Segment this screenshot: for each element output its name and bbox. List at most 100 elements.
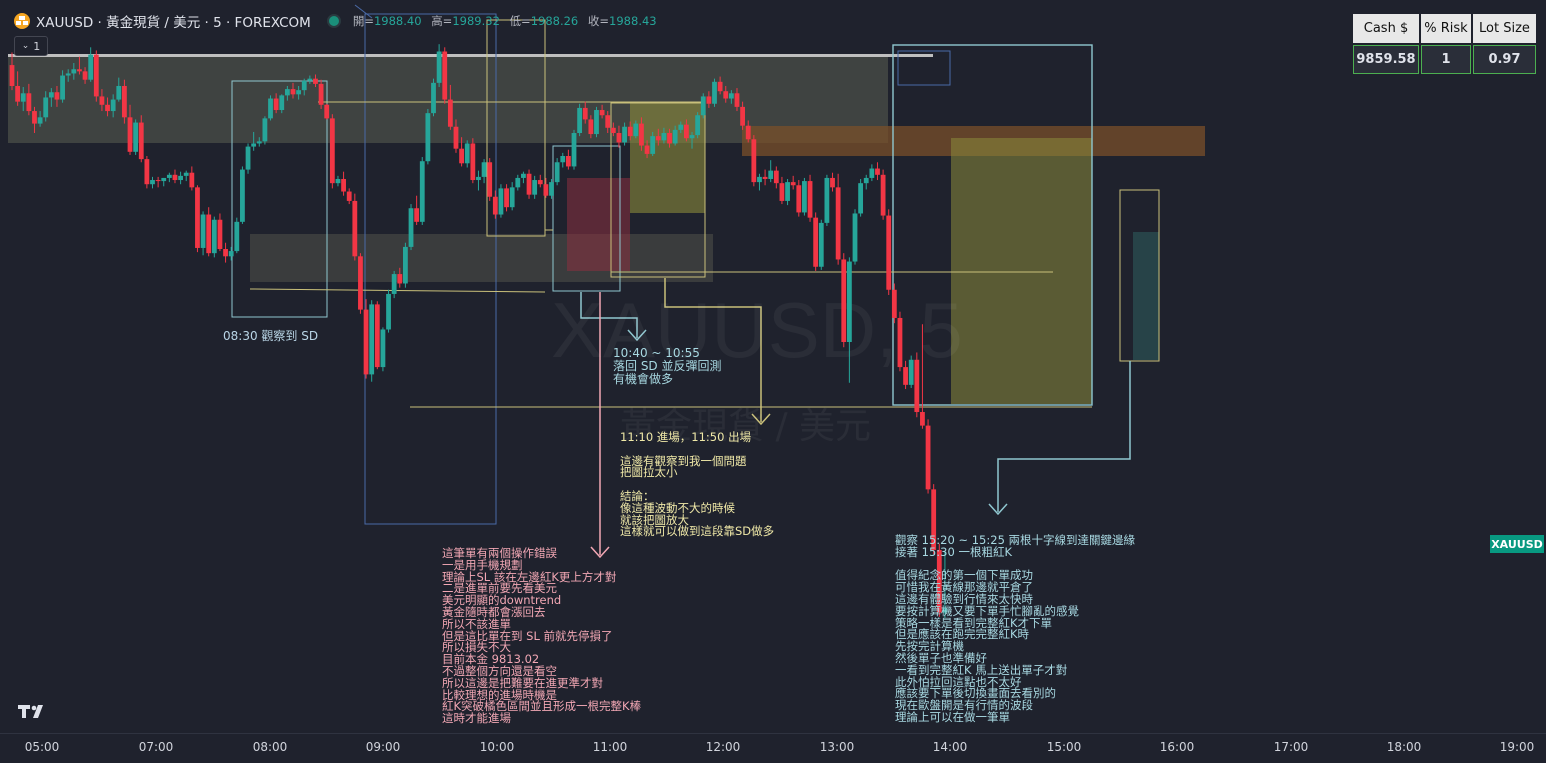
price-axis-tag: XAUUSD bbox=[1490, 535, 1544, 553]
candle-body bbox=[942, 608, 948, 613]
box-yellow-0930 bbox=[486, 19, 546, 237]
candle-body bbox=[82, 71, 88, 80]
time-tick: 10:00 bbox=[479, 740, 515, 754]
candle-body bbox=[99, 96, 105, 105]
trade-zone-teal-2 bbox=[1133, 232, 1159, 360]
ohlc-readout: 開=1988.40 高=1989.32 低=1988.26 收=1988.43 bbox=[353, 13, 663, 29]
candle-body bbox=[599, 110, 605, 116]
candle-body bbox=[650, 136, 656, 154]
candle-body bbox=[172, 174, 178, 181]
candle-body bbox=[447, 99, 453, 127]
arrow-1520-head bbox=[988, 503, 1008, 516]
candle-body bbox=[768, 170, 774, 179]
candle-body bbox=[509, 187, 515, 208]
candle-body bbox=[54, 92, 60, 100]
candle-body bbox=[633, 123, 639, 137]
risk-table: Cash $ % Risk Lot Size 9859.58 1 0.97 bbox=[1353, 14, 1536, 74]
candle-body bbox=[700, 96, 706, 116]
candle-body bbox=[684, 124, 689, 139]
close-value: 1988.43 bbox=[609, 14, 657, 28]
candle-body bbox=[369, 304, 375, 375]
arrow-mistakes-head bbox=[590, 546, 610, 559]
candle-body bbox=[818, 222, 824, 267]
candle-body bbox=[734, 93, 740, 107]
observation-box-0900 bbox=[364, 13, 497, 525]
risk-value-percent: 1 bbox=[1421, 45, 1471, 74]
candle-body bbox=[571, 133, 577, 167]
risk-value-lot: 0.97 bbox=[1473, 45, 1536, 74]
candle-body bbox=[195, 187, 200, 248]
candle-body bbox=[925, 425, 931, 490]
open-label: 開= bbox=[352, 14, 374, 28]
candle-body bbox=[526, 173, 532, 195]
candle-body bbox=[453, 126, 459, 149]
candle-body bbox=[127, 117, 133, 152]
arrow-1110 bbox=[664, 278, 762, 422]
candle-body bbox=[329, 118, 335, 184]
candle-body bbox=[256, 141, 262, 144]
candle-body bbox=[425, 113, 431, 162]
candle-body bbox=[532, 180, 538, 195]
candle-body bbox=[65, 73, 71, 76]
candle-body bbox=[273, 98, 279, 111]
candle-body bbox=[335, 178, 341, 184]
candle-body bbox=[543, 184, 549, 196]
candle-body bbox=[470, 143, 476, 181]
market-status-icon bbox=[326, 14, 341, 28]
symbol-title[interactable]: XAUUSD · 黃金現貨 / 美元 · 5 · FOREXCOM bbox=[36, 15, 311, 31]
time-axis[interactable]: 05:00 07:00 08:00 09:00 10:00 11:00 12:0… bbox=[0, 733, 1546, 763]
candle-body bbox=[830, 177, 835, 188]
arrow-1110-head bbox=[751, 413, 771, 426]
candle-body bbox=[374, 304, 380, 368]
candle-body bbox=[105, 104, 110, 112]
candle-body bbox=[745, 125, 751, 140]
candle-body bbox=[762, 176, 768, 179]
candle-body bbox=[408, 208, 414, 247]
trade-zone-yellow-1 bbox=[630, 103, 705, 213]
candle-body bbox=[773, 170, 779, 184]
time-tick: 14:00 bbox=[932, 740, 968, 754]
time-tick: 07:00 bbox=[138, 740, 174, 754]
candle-body bbox=[875, 168, 880, 175]
candle-body bbox=[481, 162, 487, 177]
candle-body bbox=[26, 93, 32, 112]
tradingview-logo-icon[interactable] bbox=[16, 700, 50, 722]
candle-body bbox=[116, 85, 122, 100]
close-label: 收= bbox=[587, 14, 610, 28]
supply-zone-gray bbox=[8, 55, 888, 143]
candle-body bbox=[582, 107, 588, 120]
candle-body bbox=[757, 176, 762, 183]
candle-body bbox=[785, 182, 790, 201]
candle-body bbox=[521, 173, 526, 178]
candle-body bbox=[515, 177, 521, 188]
candle-body bbox=[262, 118, 268, 142]
candle-body bbox=[897, 317, 903, 368]
candle-body bbox=[678, 124, 684, 130]
candle-body bbox=[363, 309, 369, 375]
candle-body bbox=[807, 181, 813, 218]
candle-body bbox=[689, 135, 695, 139]
chart-header: XAUUSD · 黃金現貨 / 美元 · 5 · FOREXCOM 開=1988… bbox=[14, 10, 663, 32]
candle-body bbox=[537, 180, 543, 185]
candle-body bbox=[155, 180, 161, 182]
candle-body bbox=[346, 191, 352, 201]
candle-body bbox=[723, 91, 729, 99]
candle-body bbox=[891, 289, 897, 318]
candle-body bbox=[914, 359, 920, 413]
candle-body bbox=[459, 148, 464, 164]
candle-body bbox=[616, 133, 622, 143]
candle-body bbox=[234, 221, 240, 252]
candle-body bbox=[380, 329, 386, 368]
candle-body bbox=[498, 188, 504, 215]
candle-body bbox=[133, 122, 139, 152]
candle-body bbox=[796, 185, 802, 213]
candle-body bbox=[504, 188, 509, 208]
candle-body bbox=[251, 143, 257, 147]
candle-body bbox=[37, 117, 43, 124]
indicators-collapse-button[interactable]: ⌄ 1 bbox=[14, 36, 48, 56]
annotation-1040: 10:40 ~ 10:55 落回 SD 並反彈回測 有機會做多 bbox=[613, 346, 722, 386]
candle-body bbox=[790, 182, 796, 186]
top-gray-line bbox=[8, 54, 933, 57]
candle-body bbox=[223, 249, 228, 257]
